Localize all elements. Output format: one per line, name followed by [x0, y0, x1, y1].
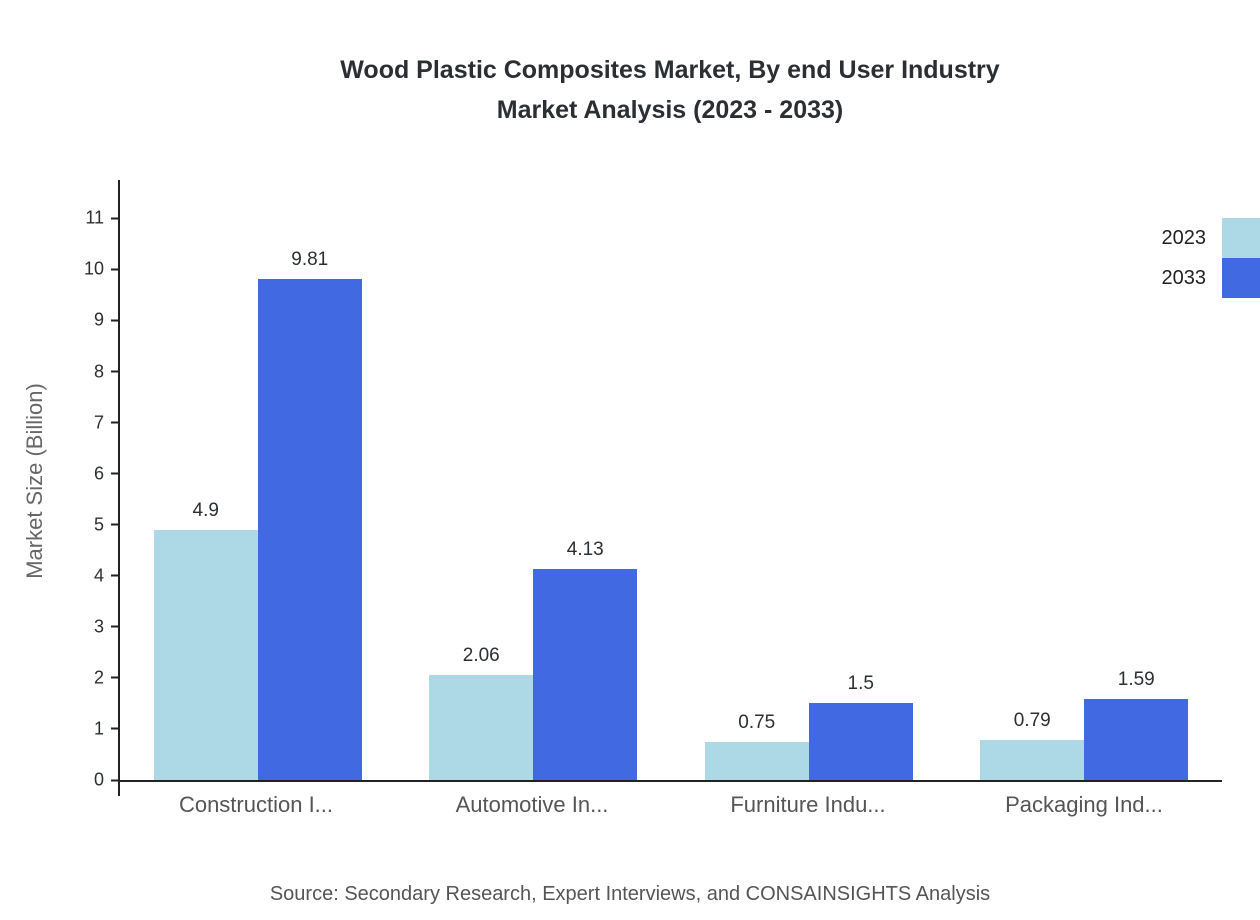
y-tick-mark: [111, 574, 120, 577]
y-tick-2: 2: [94, 667, 120, 688]
x-axis-label-4: Packaging Ind...: [1005, 792, 1163, 817]
y-axis-ticks: 0 1 2 3 4 5 6 7 8 9 10 11: [84, 180, 1222, 790]
bar-2033-category-1: 9.81: [257, 249, 362, 780]
y-tick-0: 0: [94, 770, 120, 791]
bar-2033-category-2: 4.13: [533, 539, 638, 780]
y-tick-1: 1: [94, 718, 120, 739]
chart-title-line1: Wood Plastic Composites Market, By end U…: [340, 56, 1000, 84]
bar-group-2: 2.06 4.13: [396, 180, 672, 780]
y-tick-mark: [111, 421, 120, 424]
bars-container: 4.9 9.81 2.06 4.13 0.75 1.5 0.79 1.59: [120, 180, 1222, 780]
legend-label: 2023: [1161, 226, 1207, 249]
chart-title: Wood Plastic Composites Market, By end U…: [118, 50, 1222, 130]
x-axis-labels: Construction I... Automotive In... Furnitu…: [118, 792, 1222, 818]
y-tick-5: 5: [94, 514, 120, 535]
y-tick-mark: [111, 727, 120, 730]
bar-value-label: 9.81: [291, 249, 329, 271]
y-tick-mark: [111, 268, 120, 271]
y-tick-label: 5: [93, 514, 104, 535]
y-tick-label: 4: [93, 565, 104, 586]
chart-legend: 2023 2033: [1162, 218, 1260, 298]
bar-value-label: 1.5: [847, 673, 874, 695]
y-tick-mark: [111, 319, 120, 322]
y-tick-6: 6: [94, 463, 120, 484]
y-axis-title-wrap: Market Size (Billion): [0, 180, 70, 782]
y-axis-title: Market Size (Billion): [22, 383, 48, 579]
y-tick-label: 10: [83, 258, 104, 279]
y-tick-label: 6: [93, 463, 104, 484]
y-tick-10: 10: [84, 259, 120, 280]
bar-value-label: 0.79: [1013, 709, 1051, 731]
legend-swatch-icon: [1222, 218, 1260, 258]
y-tick-mark: [111, 217, 120, 220]
y-tick-label: 8: [93, 361, 104, 381]
legend-item-2023: 2023: [1162, 218, 1260, 258]
bar-2023-category-4: 0.79: [980, 710, 1085, 780]
y-tick-mark: [111, 472, 120, 475]
y-tick-mark: [111, 676, 120, 679]
bar-2033-category-4: 1.59: [1084, 669, 1189, 780]
chart-title-line2: Market Analysis (2023 - 2033): [496, 96, 844, 124]
y-tick-mark: [111, 625, 120, 628]
bar-value-label: 0.75: [738, 711, 776, 733]
bar-2033-category-3: 1.5: [808, 673, 913, 780]
y-tick-label: 2: [93, 667, 104, 688]
bar-value-label: 1.59: [1117, 668, 1155, 690]
y-tick-11: 11: [85, 208, 120, 229]
bar-2023-category-1: 4.9: [153, 500, 258, 780]
y-tick-label: 7: [93, 412, 104, 433]
y-tick-label: 11: [85, 207, 104, 228]
y-tick-label: 0: [93, 769, 104, 790]
y-tick-label: 3: [93, 616, 104, 637]
x-axis-label-2: Automotive In...: [455, 792, 609, 817]
y-tick-4: 4: [94, 565, 120, 586]
y-tick-label: 1: [93, 718, 104, 739]
legend-item-2033: 2033: [1162, 258, 1260, 298]
bar-2023-category-3: 0.75: [704, 712, 809, 780]
legend-swatch-icon: [1222, 258, 1260, 298]
y-tick-8: 8: [94, 361, 120, 382]
bar-value-label: 2.06: [462, 644, 500, 666]
x-axis-label-1: Construction I...: [178, 792, 334, 817]
y-tick-7: 7: [94, 412, 120, 433]
y-tick-3: 3: [94, 616, 120, 637]
bar-group-3: 0.75 1.5: [671, 180, 947, 780]
bar-group-4: 0.79 1.59: [947, 180, 1223, 780]
bar-value-label: 4.9: [192, 499, 219, 521]
y-tick-mark: [111, 370, 120, 373]
source-note: Source: Secondary Research, Expert Inter…: [269, 883, 991, 905]
y-tick-9: 9: [94, 310, 120, 331]
bar-group-1: 4.9 9.81: [120, 180, 396, 780]
legend-label: 2033: [1161, 266, 1207, 289]
bar-2023-category-2: 2.06: [429, 645, 534, 780]
x-axis-label-3: Furniture Indu...: [730, 792, 886, 817]
bar-value-label: 4.13: [566, 539, 604, 561]
y-tick-mark: [111, 779, 120, 781]
y-tick-mark: [111, 523, 120, 526]
plot-area: 0 1 2 3 4 5 6 7 8 9 10 11 4.9 9.81 2.06 4.13 0.75 1.5 0.7…: [84, 180, 1222, 796]
y-tick-label: 9: [93, 309, 104, 330]
